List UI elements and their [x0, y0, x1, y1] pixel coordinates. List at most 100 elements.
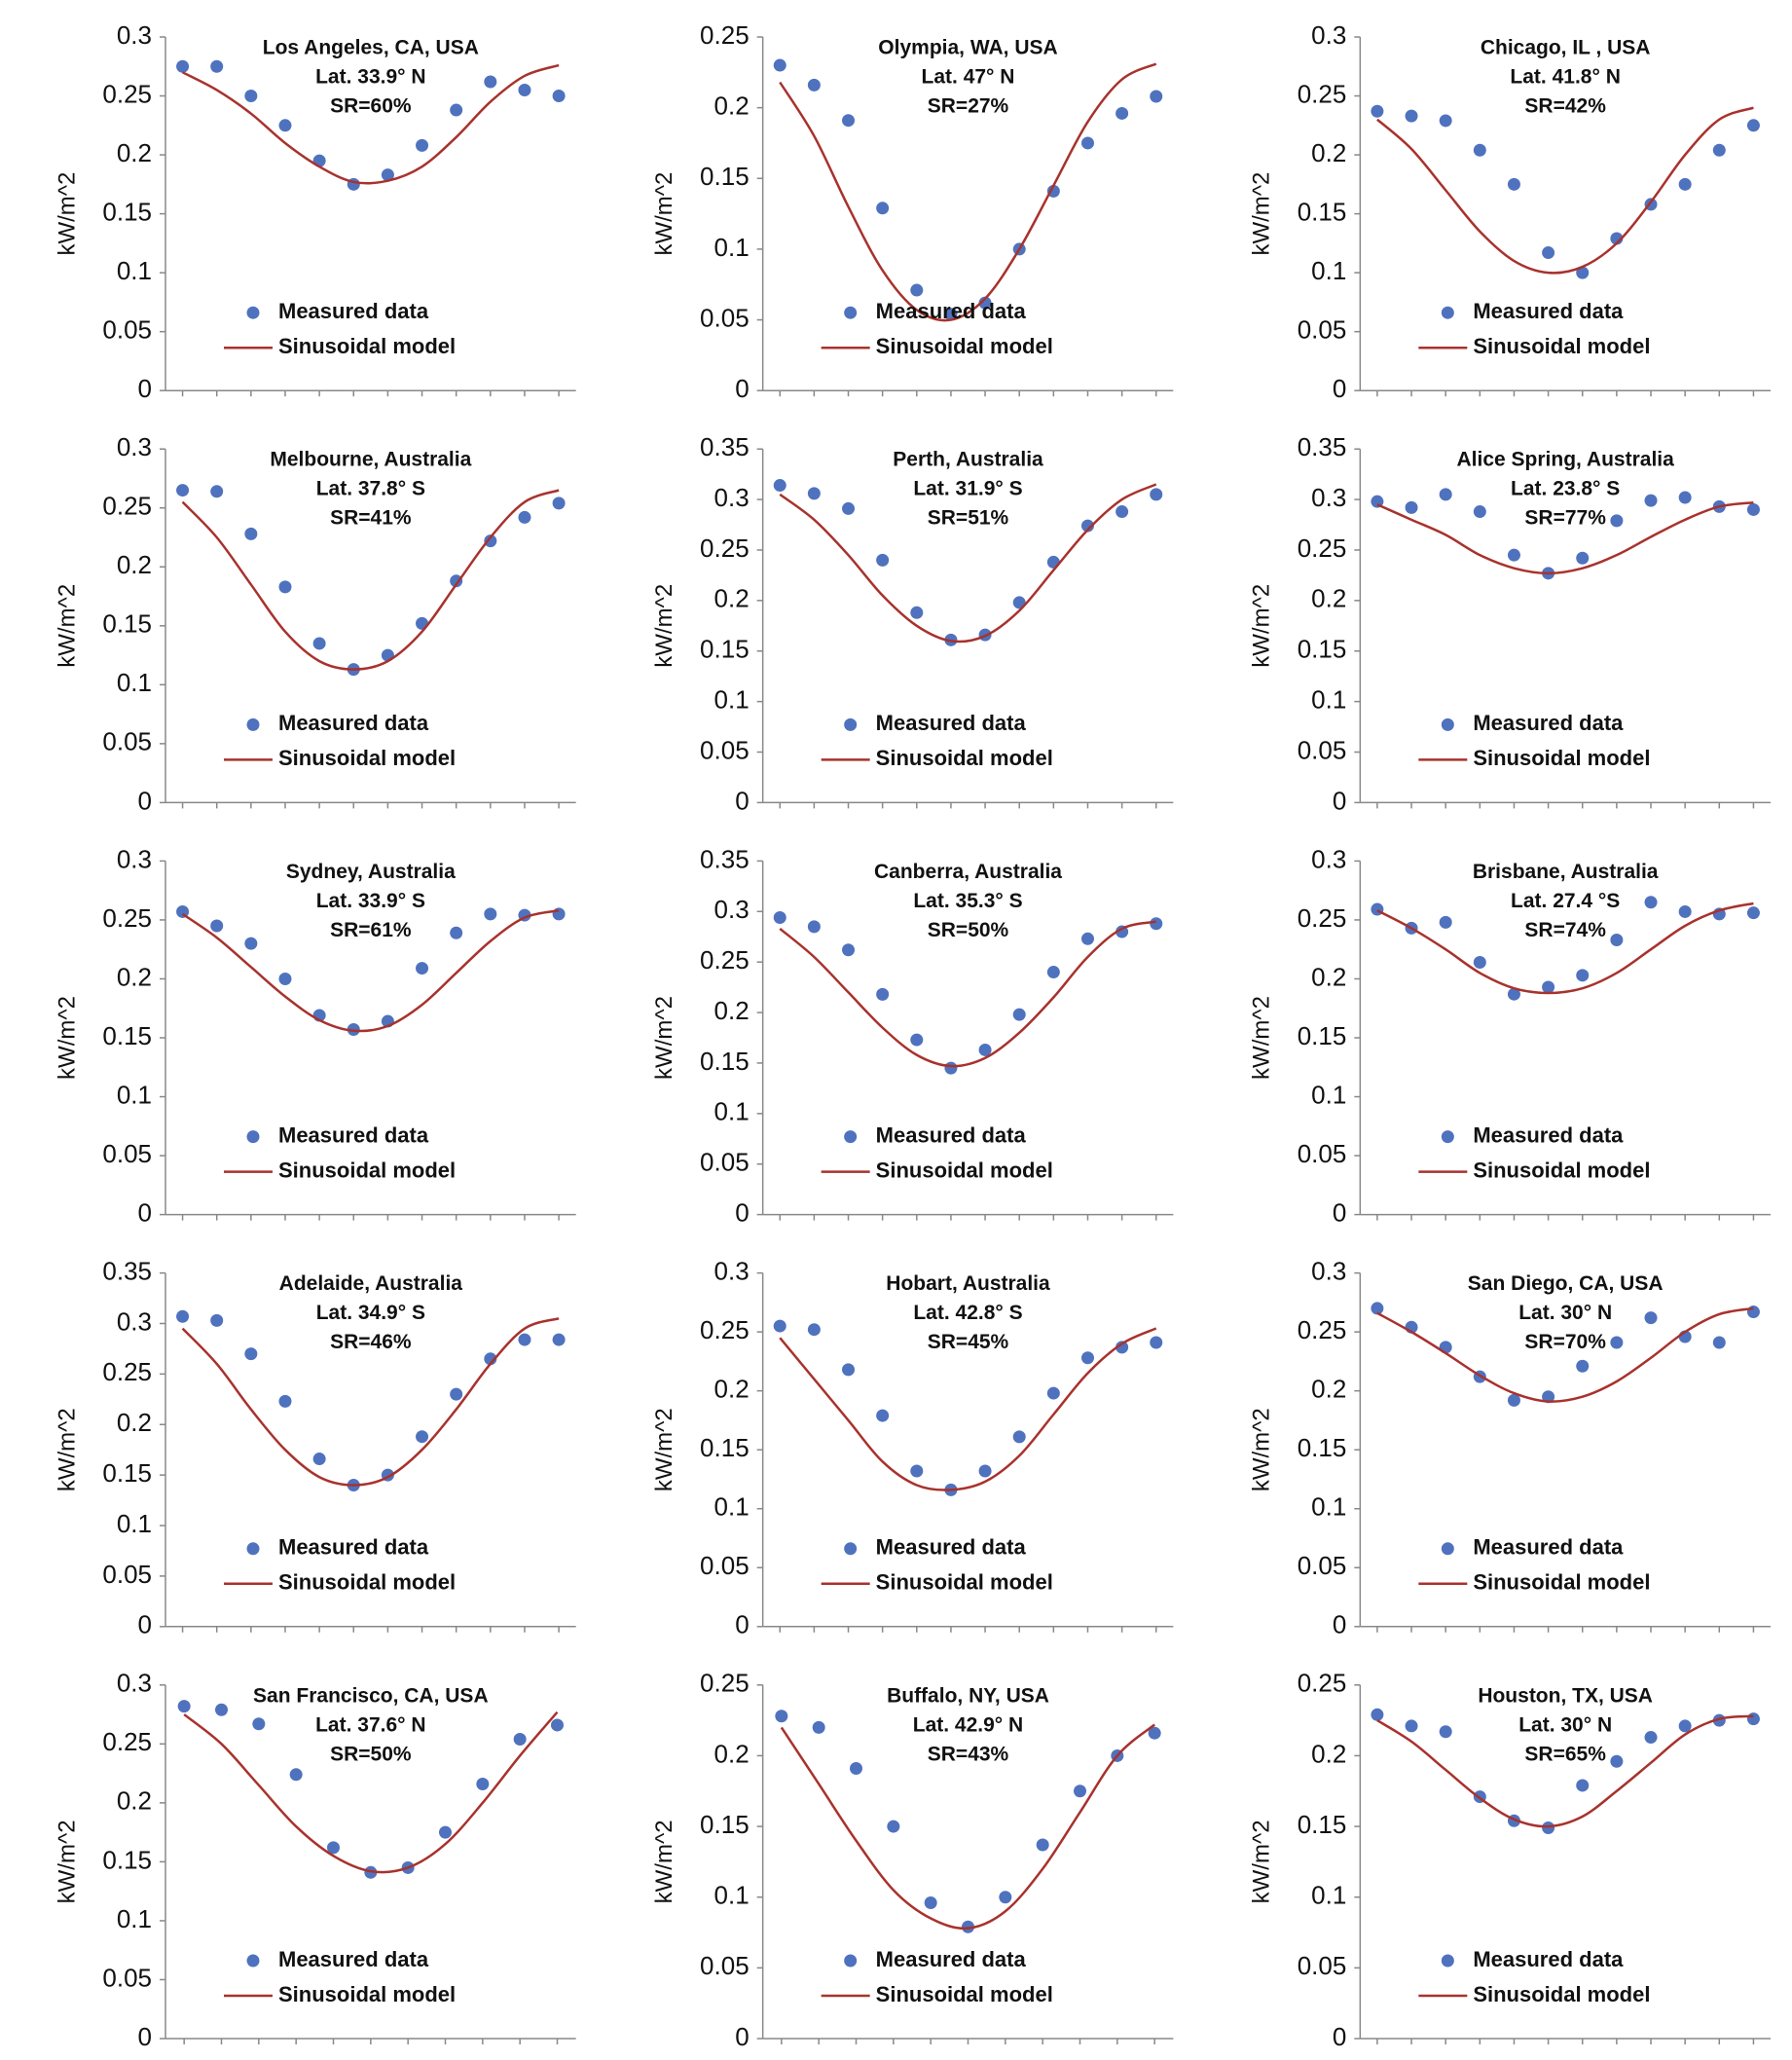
- y-tick-label: 0.2: [117, 550, 152, 579]
- data-point: [1542, 1821, 1555, 1835]
- legend-marker: [246, 306, 260, 319]
- data-point: [876, 1409, 890, 1422]
- legend-marker: [246, 1542, 260, 1556]
- data-point: [518, 510, 531, 524]
- y-axis-label: kW/m^2: [651, 1820, 677, 1903]
- y-tick-label: 0.15: [102, 1021, 152, 1050]
- y-axis-label: kW/m^2: [651, 1408, 677, 1491]
- data-point: [177, 1700, 191, 1713]
- data-point: [278, 972, 292, 985]
- legend-label: Sinusoidal model: [1473, 1158, 1650, 1182]
- legend-label: Measured data: [1473, 1535, 1624, 1560]
- data-point: [244, 527, 258, 540]
- y-tick-label: 0: [1333, 2022, 1346, 2051]
- legend-label: Measured data: [876, 711, 1027, 735]
- y-tick-label: 0.25: [1298, 903, 1347, 933]
- y-tick-label: 0.05: [1298, 1951, 1347, 1980]
- y-tick-label: 0.2: [1311, 138, 1346, 167]
- y-tick-label: 0.25: [1298, 533, 1347, 563]
- y-tick-label: 0.2: [714, 92, 750, 121]
- chart-title: San Francisco, CA, USA: [253, 1684, 489, 1707]
- data-point: [416, 962, 429, 975]
- y-tick-label: 0.3: [117, 844, 152, 873]
- data-point: [1473, 143, 1486, 157]
- data-point: [1678, 1719, 1692, 1733]
- data-point: [1644, 494, 1658, 507]
- data-point: [1405, 1719, 1418, 1733]
- legend-label: Measured data: [1473, 1947, 1624, 1971]
- legend-label: Sinusoidal model: [278, 1158, 456, 1182]
- data-point: [924, 1896, 937, 1910]
- y-tick-label: 0.05: [102, 1139, 152, 1168]
- legend-marker: [1441, 1130, 1454, 1144]
- y-tick-label: 0.1: [1311, 685, 1346, 715]
- data-point: [1712, 143, 1726, 157]
- model-line: [1376, 106, 1754, 275]
- legend-label: Measured data: [876, 299, 1027, 323]
- annotation: Lat. 37.8° S: [316, 478, 425, 500]
- legend-label: Sinusoidal model: [1473, 1982, 1650, 2006]
- y-tick-label: 0.2: [714, 996, 750, 1025]
- data-point: [812, 1720, 825, 1734]
- y-tick-label: 0.35: [1298, 432, 1347, 461]
- y-tick-label: 0: [1333, 1610, 1346, 1639]
- data-point: [176, 484, 190, 497]
- legend-marker: [246, 717, 260, 731]
- annotation: SR=43%: [928, 1743, 1009, 1765]
- data-point: [1012, 1008, 1026, 1021]
- y-tick-label: 0.2: [1311, 1375, 1346, 1404]
- chart-title: Perth, Australia: [893, 449, 1043, 471]
- data-point: [978, 1464, 992, 1478]
- y-tick-label: 0.15: [102, 1458, 152, 1488]
- y-tick-label: 0.1: [714, 685, 750, 715]
- annotation: SR=65%: [1524, 1743, 1606, 1765]
- data-point: [1371, 104, 1384, 118]
- legend-marker: [1441, 306, 1454, 319]
- y-tick-label: 0.1: [117, 1904, 152, 1933]
- y-tick-label: 0.35: [102, 1256, 152, 1285]
- data-point: [1576, 1779, 1590, 1792]
- data-point: [1746, 906, 1760, 920]
- y-tick-label: 0.15: [102, 609, 152, 639]
- data-point: [876, 987, 890, 1001]
- y-tick-label: 0.25: [700, 20, 750, 50]
- chart-panel: 0 0.05 0.1 0.15 0.2 0.25 kW/m^2 Houston, TX, US…: [1249, 1669, 1772, 2051]
- annotation: Lat. 31.9° S: [913, 478, 1022, 500]
- data-point: [381, 168, 394, 182]
- data-point: [1046, 1386, 1060, 1400]
- y-tick-label: 0.1: [1311, 256, 1346, 285]
- chart-panel: 0 0.05 0.1 0.15 0.2 0.25 0.3 kW/m^2 Sydney, Aust…: [54, 844, 576, 1227]
- data-point: [450, 1387, 463, 1401]
- data-point: [327, 1841, 340, 1855]
- y-axis-label: kW/m^2: [1249, 996, 1275, 1080]
- legend-label: Measured data: [876, 1947, 1027, 1971]
- annotation: SR=60%: [330, 95, 412, 118]
- y-tick-label: 0.15: [102, 197, 152, 226]
- legend-label: Sinusoidal model: [876, 746, 1053, 770]
- y-tick-label: 0.25: [700, 945, 750, 975]
- data-point: [450, 574, 463, 588]
- y-tick-label: 0.3: [714, 895, 750, 924]
- data-point: [1115, 1341, 1129, 1354]
- annotation: Lat. 23.8° S: [1511, 478, 1620, 500]
- chart-title: Adelaide, Australia: [279, 1272, 463, 1295]
- data-point: [215, 1703, 228, 1716]
- y-tick-label: 0: [138, 1197, 152, 1227]
- model-line: [1376, 901, 1754, 995]
- data-point: [476, 1777, 490, 1790]
- annotation: SR=74%: [1524, 919, 1606, 941]
- annotation: Lat. 42.9° N: [913, 1713, 1023, 1736]
- chart-title: Brisbane, Australia: [1473, 861, 1659, 883]
- y-tick-label: 0.25: [102, 79, 152, 108]
- y-axis-label: kW/m^2: [54, 1408, 80, 1491]
- data-point: [1115, 505, 1129, 519]
- chart-title: Melbourne, Australia: [270, 449, 471, 471]
- y-tick-label: 0.2: [117, 1786, 152, 1816]
- data-point: [842, 943, 856, 957]
- y-tick-label: 0.15: [700, 1433, 750, 1462]
- legend-marker: [844, 1130, 858, 1144]
- data-point: [1644, 1731, 1658, 1745]
- legend-marker: [844, 717, 858, 731]
- y-tick-label: 0.2: [1311, 584, 1346, 613]
